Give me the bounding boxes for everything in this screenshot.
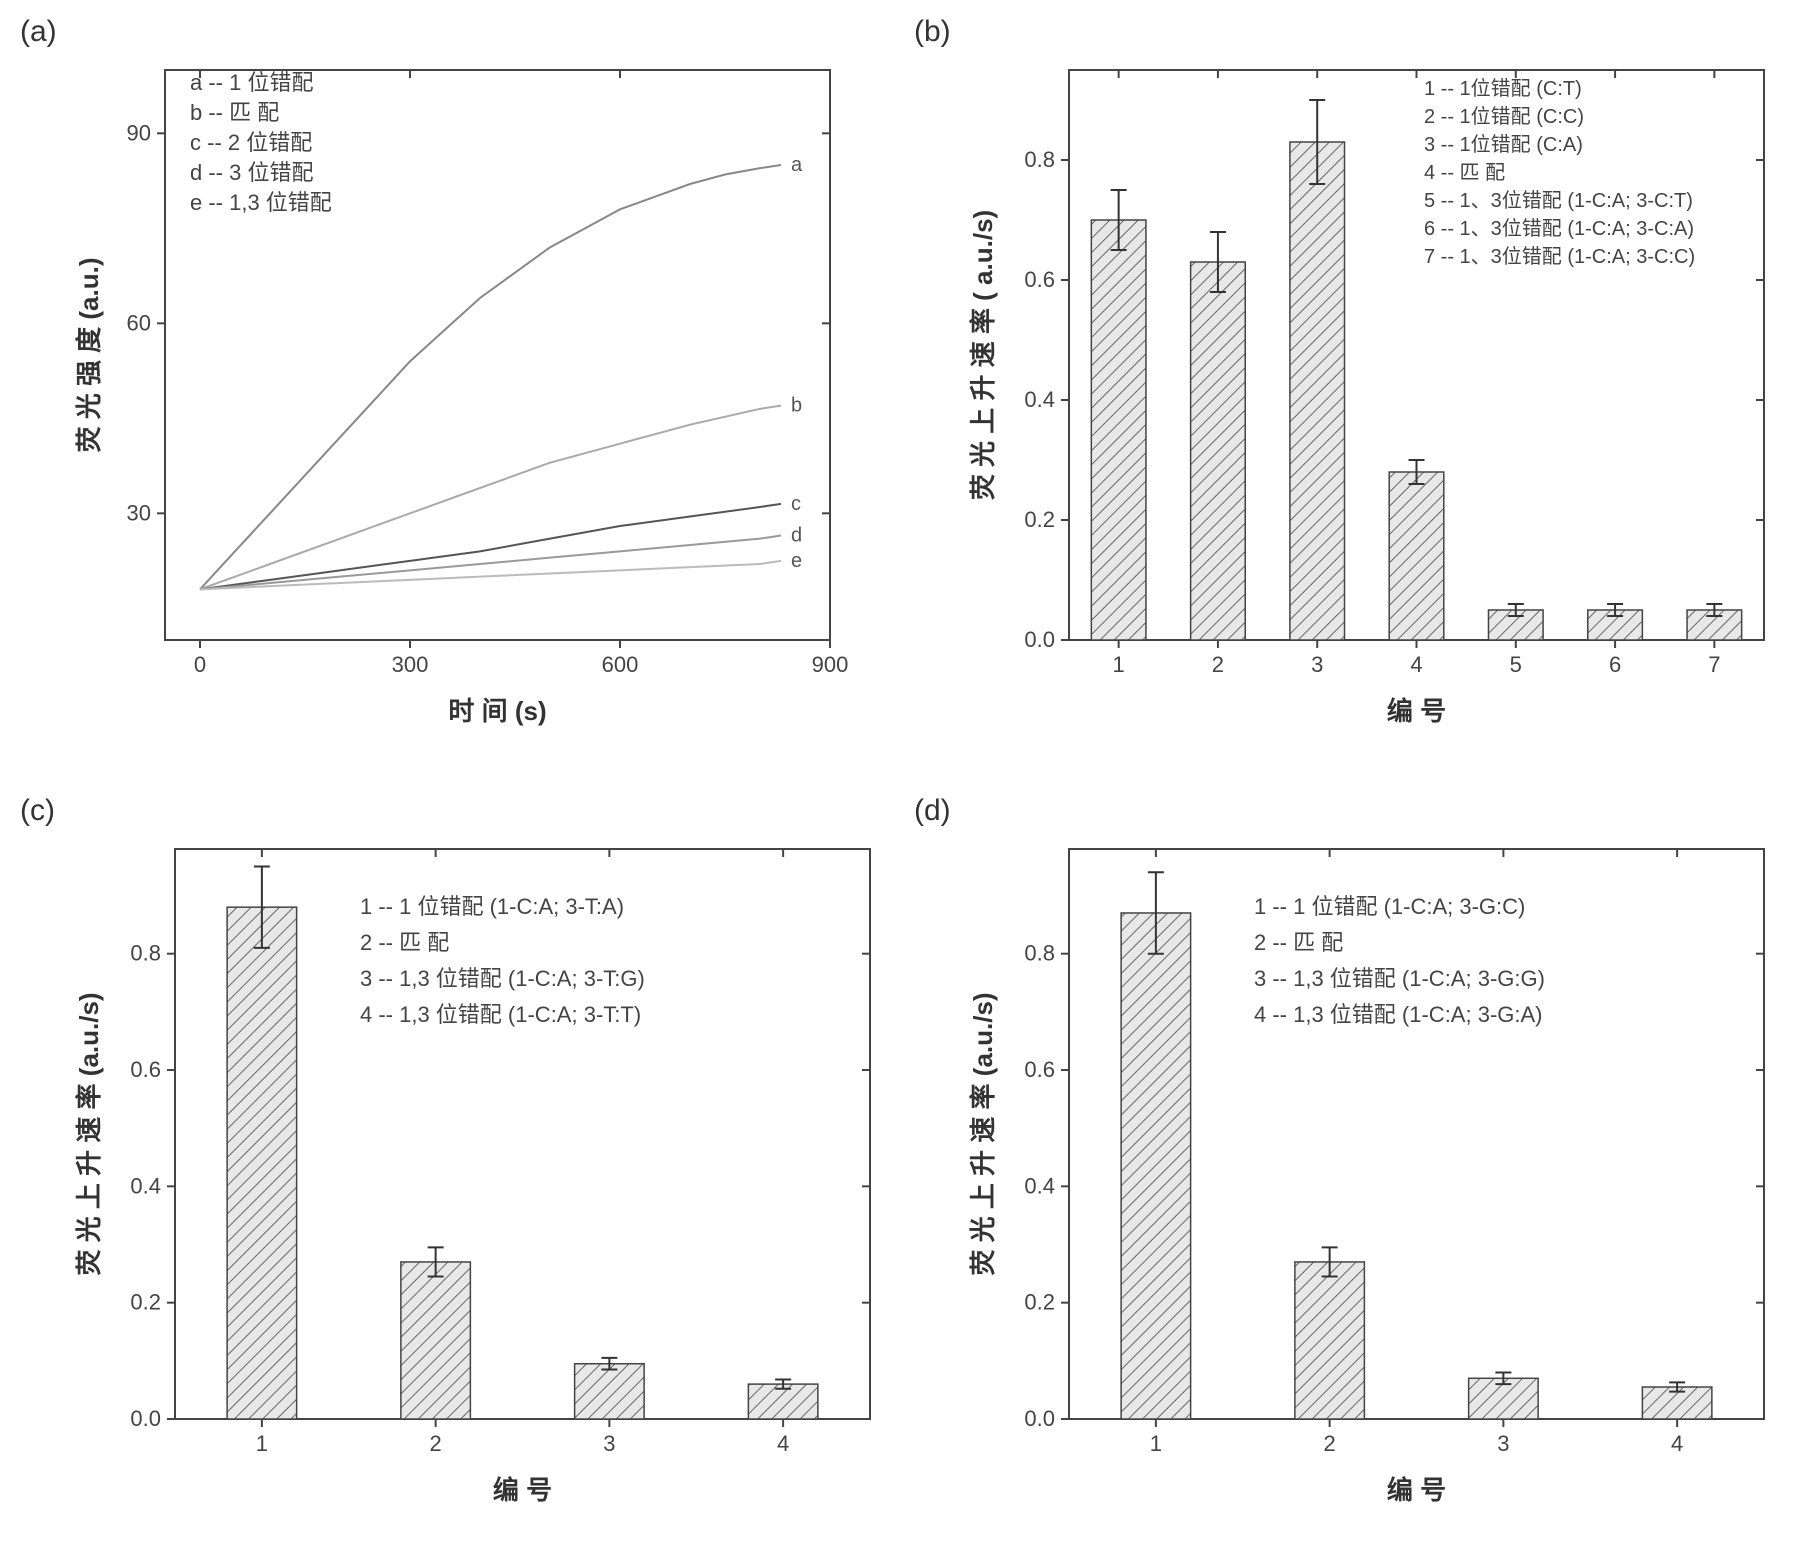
svg-text:90: 90 [127, 120, 151, 145]
svg-text:0.0: 0.0 [130, 1406, 161, 1431]
svg-text:荧 光 上 升 速 率 (a.u./s): 荧 光 上 升 速 率 (a.u./s) [74, 992, 104, 1275]
svg-text:b -- 匹 配: b -- 匹 配 [190, 100, 279, 125]
svg-text:4: 4 [1671, 1431, 1683, 1456]
svg-text:3 -- 1,3 位错配 (1-C:A; 3-G:G): 3 -- 1,3 位错配 (1-C:A; 3-G:G) [1254, 966, 1545, 991]
svg-text:1 -- 1 位错配 (1-C:A; 3-T:A): 1 -- 1 位错配 (1-C:A; 3-T:A) [360, 894, 624, 919]
svg-text:0.0: 0.0 [1024, 1406, 1055, 1431]
svg-text:编 号: 编 号 [493, 1475, 552, 1505]
panel-d-plot: 0.0 0.2 0.4 0.6 0.8 1 2 3 4 编 号 荧 光 上 升 速 率 (a.u./… [954, 829, 1788, 1548]
svg-text:荧 光 强 度 (a.u.): 荧 光 强 度 (a.u.) [74, 257, 104, 452]
svg-text:4 -- 1,3 位错配 (1-C:A; 3-G:A): 4 -- 1,3 位错配 (1-C:A; 3-G:A) [1254, 1002, 1543, 1027]
svg-text:d -- 3 位错配: d -- 3 位错配 [190, 160, 313, 185]
svg-text:5 -- 1、3位错配 (1-C:A; 3-C:T): 5 -- 1、3位错配 (1-C:A; 3-C:T) [1424, 189, 1693, 212]
svg-text:时 间 (s): 时 间 (s) [448, 696, 546, 726]
panel-d-label: (d) [914, 794, 951, 828]
svg-text:1 -- 1位错配 (C:T): 1 -- 1位错配 (C:T) [1424, 77, 1582, 100]
svg-text:0.2: 0.2 [130, 1290, 161, 1315]
svg-text:3: 3 [603, 1431, 615, 1456]
panel-a: (a) 0300600900306090时 间 (s)荧 光 强 度 (a.u.… [20, 20, 894, 769]
svg-text:600: 600 [602, 652, 639, 677]
svg-text:1: 1 [1113, 652, 1125, 677]
svg-text:a -- 1 位错配: a -- 1 位错配 [190, 70, 313, 95]
svg-text:2 -- 1位错配 (C:C): 2 -- 1位错配 (C:C) [1424, 105, 1584, 128]
svg-text:3: 3 [1311, 652, 1323, 677]
panel-d-svg: 0.0 0.2 0.4 0.6 0.8 1 2 3 4 编 号 荧 光 上 升 速 率 (a.u./… [954, 829, 1784, 1529]
panel-d: (d) 0.00.20.40.60.81234编 号荧 光 上 升 速 率 (a… [914, 799, 1788, 1548]
svg-text:1 -- 1 位错配 (1-C:A; 3-G:C): 1 -- 1 位错配 (1-C:A; 3-G:C) [1254, 894, 1525, 919]
svg-text:编 号: 编 号 [1387, 1475, 1446, 1505]
panel-a-plot: 0 300 600 900 30 60 90 时 间 (s) 荧 光 强 度 (a.u.) a b c… [60, 50, 894, 769]
svg-text:0.4: 0.4 [1024, 1173, 1055, 1198]
panel-b-label: (b) [914, 15, 951, 49]
svg-text:0.2: 0.2 [1024, 507, 1055, 532]
svg-text:0.6: 0.6 [1024, 267, 1055, 292]
panel-b-svg: 0.0 0.2 0.4 0.6 0.8 1 2 3 4 5 6 7 编 号 荧 光 上 升 速 率 ( a… [954, 50, 1784, 750]
panel-a-label: (a) [20, 15, 57, 49]
panel-a-svg: 0 300 600 900 30 60 90 时 间 (s) 荧 光 强 度 (a.u.) a b c… [60, 50, 890, 750]
svg-text:4: 4 [777, 1431, 789, 1456]
svg-text:0.6: 0.6 [130, 1057, 161, 1082]
svg-text:荧 光 上 升 速 率 ( a.u./s): 荧 光 上 升 速 率 ( a.u./s) [968, 210, 998, 500]
svg-text:0.8: 0.8 [130, 941, 161, 966]
svg-text:2: 2 [1324, 1431, 1336, 1456]
svg-text:4 -- 1,3 位错配 (1-C:A; 3-T:T): 4 -- 1,3 位错配 (1-C:A; 3-T:T) [360, 1002, 641, 1027]
svg-text:荧 光 上 升 速 率 (a.u./s): 荧 光 上 升 速 率 (a.u./s) [968, 992, 998, 1275]
svg-text:300: 300 [392, 652, 429, 677]
svg-text:7: 7 [1708, 652, 1720, 677]
svg-text:0: 0 [194, 652, 206, 677]
svg-text:1: 1 [256, 1431, 268, 1456]
svg-text:0.8: 0.8 [1024, 941, 1055, 966]
figure-grid: (a) 0300600900306090时 间 (s)荧 光 强 度 (a.u.… [20, 20, 1788, 1548]
svg-text:4: 4 [1410, 652, 1422, 677]
svg-text:b: b [791, 395, 802, 417]
svg-text:d: d [791, 525, 802, 547]
svg-text:3 -- 1,3 位错配 (1-C:A; 3-T:G): 3 -- 1,3 位错配 (1-C:A; 3-T:G) [360, 966, 645, 991]
svg-text:c -- 2 位错配: c -- 2 位错配 [190, 130, 312, 155]
svg-text:0.6: 0.6 [1024, 1057, 1055, 1082]
svg-text:0.4: 0.4 [130, 1173, 161, 1198]
svg-text:e: e [791, 550, 802, 572]
panel-c-label: (c) [20, 794, 55, 828]
svg-text:1: 1 [1150, 1431, 1162, 1456]
panel-c-plot: 0.0 0.2 0.4 0.6 0.8 1 2 3 4 编 号 荧 光 上 升 速 率 (a.u./… [60, 829, 894, 1548]
svg-text:0.8: 0.8 [1024, 147, 1055, 172]
svg-text:2 -- 匹 配: 2 -- 匹 配 [1254, 930, 1343, 955]
svg-text:3 -- 1位错配 (C:A): 3 -- 1位错配 (C:A) [1424, 133, 1583, 156]
panel-b-plot: 0.0 0.2 0.4 0.6 0.8 1 2 3 4 5 6 7 编 号 荧 光 上 升 速 率 ( a… [954, 50, 1788, 769]
svg-text:7 -- 1、3位错配 (1-C:A; 3-C:C): 7 -- 1、3位错配 (1-C:A; 3-C:C) [1424, 245, 1695, 268]
svg-text:c: c [791, 493, 801, 515]
svg-text:60: 60 [127, 310, 151, 335]
panel-c: (c) 0.00.20.40.60.81234编 号荧 光 上 升 速 率 (a… [20, 799, 894, 1548]
svg-text:0.0: 0.0 [1024, 627, 1055, 652]
svg-text:0.4: 0.4 [1024, 387, 1055, 412]
svg-text:编 号: 编 号 [1387, 696, 1446, 726]
svg-text:2: 2 [1212, 652, 1224, 677]
svg-text:3: 3 [1497, 1431, 1509, 1456]
panel-b: (b) 0.00.20.40.60.81234567编 号荧 光 上 升 速 率… [914, 20, 1788, 769]
svg-text:6: 6 [1609, 652, 1621, 677]
svg-text:a: a [791, 154, 803, 176]
svg-text:30: 30 [127, 500, 151, 525]
svg-text:e -- 1,3 位错配: e -- 1,3 位错配 [190, 190, 332, 215]
svg-text:4 -- 匹 配: 4 -- 匹 配 [1424, 162, 1505, 184]
svg-text:2: 2 [430, 1431, 442, 1456]
svg-text:0.2: 0.2 [1024, 1290, 1055, 1315]
svg-text:900: 900 [812, 652, 849, 677]
panel-c-svg: 0.0 0.2 0.4 0.6 0.8 1 2 3 4 编 号 荧 光 上 升 速 率 (a.u./… [60, 829, 890, 1529]
svg-text:6 -- 1、3位错配 (1-C:A; 3-C:A): 6 -- 1、3位错配 (1-C:A; 3-C:A) [1424, 217, 1694, 240]
svg-text:5: 5 [1510, 652, 1522, 677]
svg-text:2 -- 匹 配: 2 -- 匹 配 [360, 930, 449, 955]
